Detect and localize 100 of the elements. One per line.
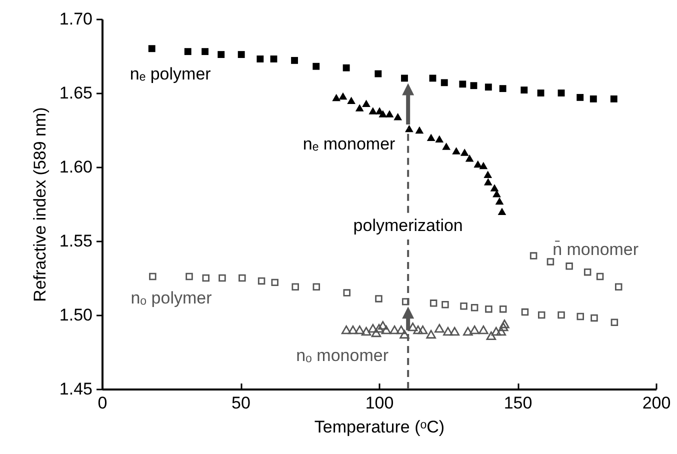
point (546, 258, 554, 266)
point (590, 95, 597, 102)
point (484, 178, 492, 186)
point (479, 162, 488, 170)
point (614, 283, 622, 290)
point (492, 190, 501, 198)
point (530, 252, 538, 260)
point (401, 74, 408, 82)
point (440, 79, 448, 86)
point (442, 142, 450, 150)
point (368, 324, 378, 333)
point (394, 113, 402, 120)
y-tick-label: 1.55 (59, 232, 92, 250)
point (452, 147, 460, 154)
point (408, 322, 418, 332)
series-label: nₒ monomer (296, 346, 389, 366)
point (429, 74, 436, 82)
point (584, 268, 592, 276)
point (430, 300, 438, 307)
point (361, 326, 372, 336)
point (342, 64, 350, 72)
point (590, 314, 598, 322)
point (148, 45, 156, 52)
point (576, 312, 584, 320)
point (484, 84, 492, 91)
point (374, 70, 382, 78)
y-tick-label: 1.70 (59, 10, 92, 28)
point (426, 134, 436, 142)
x-tick-label: 150 (504, 394, 532, 412)
point (258, 277, 266, 285)
series-label: nₒ polymer (130, 288, 212, 308)
point (202, 274, 210, 282)
point (426, 330, 436, 339)
point (332, 94, 341, 102)
point (402, 298, 410, 306)
point (405, 124, 414, 132)
point (460, 148, 469, 156)
point (558, 311, 565, 319)
point (576, 94, 584, 101)
point (491, 326, 502, 336)
point (435, 135, 444, 143)
point (490, 184, 499, 192)
point (470, 304, 478, 312)
point (415, 126, 424, 134)
point (495, 197, 504, 205)
point (413, 325, 423, 334)
point (566, 262, 573, 270)
y-tick-label: 1.65 (59, 84, 92, 102)
point (291, 56, 298, 64)
point (355, 104, 364, 112)
point (610, 318, 618, 326)
point (537, 90, 544, 96)
point (443, 326, 453, 336)
point (470, 325, 480, 334)
point (459, 80, 466, 88)
point (374, 324, 384, 333)
point (271, 278, 278, 286)
ref-line-label: polymerization (353, 216, 463, 236)
point (218, 51, 225, 58)
point (338, 92, 348, 100)
series-label: nₑ monomer (302, 134, 396, 154)
x-axis-title: Temperature (ᵒC) (314, 418, 445, 436)
point (238, 51, 245, 58)
point (385, 110, 394, 118)
point (498, 322, 508, 332)
point (442, 301, 449, 308)
point (463, 326, 473, 336)
y-tick-label: 1.45 (59, 380, 92, 398)
point (362, 100, 370, 107)
point (500, 320, 510, 328)
point (485, 305, 492, 313)
point (381, 325, 392, 334)
point (460, 302, 468, 310)
point (470, 82, 478, 90)
point (343, 289, 350, 296)
point (341, 325, 352, 334)
point (499, 305, 507, 313)
point (378, 110, 388, 118)
point (202, 48, 209, 56)
point (486, 331, 496, 340)
point (256, 55, 264, 62)
point (312, 283, 320, 290)
point (378, 321, 388, 330)
point (371, 328, 382, 338)
point (499, 85, 506, 92)
point (270, 55, 278, 62)
point (496, 326, 506, 336)
point (396, 325, 406, 334)
series-label: n̄ monomer (552, 240, 639, 259)
point (400, 330, 410, 339)
x-tick-label: 0 (98, 394, 108, 412)
point (368, 107, 378, 114)
point (418, 325, 428, 334)
point (184, 48, 192, 56)
series-label: nₑ polymer (130, 64, 212, 84)
point (498, 208, 506, 216)
point (218, 274, 226, 282)
y-tick-label: 1.60 (59, 158, 92, 176)
point (484, 170, 492, 178)
point (186, 272, 193, 280)
